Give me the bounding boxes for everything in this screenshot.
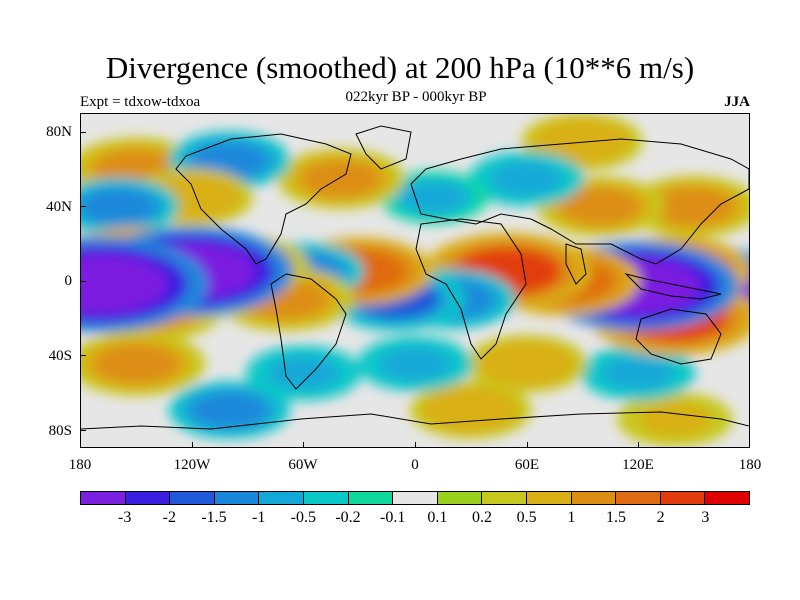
coastline-india <box>565 243 587 285</box>
colorbar-label: -1.5 <box>201 509 227 526</box>
lat-tick <box>80 355 86 356</box>
lat-tick <box>80 281 86 282</box>
map-subtitle: 022kyr BP - 000kyr BP <box>345 89 487 105</box>
coastline-south-america <box>270 273 347 390</box>
colorbar <box>80 491 750 505</box>
colorbar-label: 0.1 <box>427 509 448 526</box>
colorbar-swatch <box>81 492 126 504</box>
colorbar-label: -0.5 <box>290 509 316 526</box>
field-patch <box>191 392 268 428</box>
colorbar-swatch <box>482 492 527 504</box>
coastline-antarctica <box>81 411 749 430</box>
lat-label-40n: 40N <box>46 199 72 215</box>
colorbar-swatch <box>214 492 260 504</box>
colorbar-swatch <box>616 492 661 504</box>
field-patch <box>379 346 451 381</box>
lat-label-80n: 80N <box>46 124 72 140</box>
divergence-field <box>81 114 749 447</box>
field-patch <box>638 402 711 437</box>
field-patch <box>652 187 735 226</box>
lat-label-0: 0 <box>64 273 73 289</box>
colorbar-label: 0.2 <box>472 509 492 526</box>
colorbar-label: -3 <box>117 509 132 526</box>
field-patch <box>81 254 168 315</box>
lon-tick <box>303 442 304 448</box>
colorbar-swatch <box>437 492 483 504</box>
lon-label-120w: 120W <box>173 457 211 473</box>
field-patch <box>81 188 157 225</box>
colorbar-swatch <box>259 492 304 504</box>
lat-tick <box>80 430 86 431</box>
colorbar-swatch <box>660 492 706 504</box>
lat-tick <box>80 132 86 133</box>
season-label: JJA <box>724 94 750 110</box>
lon-tick <box>527 442 528 448</box>
field-patch <box>267 355 340 391</box>
lat-tick <box>80 206 86 207</box>
lat-label-40s: 40S <box>48 348 72 364</box>
lon-label-0: 0 <box>411 457 419 473</box>
colorbar-swatch <box>303 492 349 504</box>
lon-label-60w: 60W <box>288 457 318 473</box>
lat-label-80s: 80S <box>48 423 72 439</box>
colorbar-label: 0.5 <box>516 509 537 526</box>
coastline-maritime-continent <box>624 273 722 300</box>
field-patch <box>191 142 268 179</box>
coastline-north-america <box>175 133 352 265</box>
experiment-label: Expt = tdxow-tdxoa <box>80 94 201 110</box>
lon-tick <box>415 442 416 448</box>
lon-label-60e: 60E <box>514 457 540 473</box>
field-patch <box>300 159 381 198</box>
colorbar-label: -1 <box>251 509 266 526</box>
colorbar-label: -0.1 <box>379 509 406 526</box>
lon-tick <box>192 442 193 448</box>
field-patch <box>399 180 468 214</box>
lon-label-180e: 180 <box>738 457 762 473</box>
field-patch <box>601 355 674 391</box>
colorbar-label: 2 <box>656 509 665 526</box>
colorbar-swatch <box>170 492 215 504</box>
colorbar-swatch <box>348 492 394 504</box>
colorbar-label: -0.2 <box>335 509 361 526</box>
map-panel <box>80 113 750 448</box>
coastline-greenland <box>355 125 412 170</box>
field-patch <box>560 187 641 226</box>
field-patch <box>490 161 563 196</box>
colorbar-swatch <box>705 492 749 504</box>
coastline-africa <box>415 218 527 360</box>
colorbar-label: -2 <box>162 509 176 526</box>
map-title: Divergence (smoothed) at 200 hPa (10**6 … <box>105 50 695 85</box>
colorbar-label: 3 <box>701 509 710 526</box>
colorbar-label: 1 <box>567 509 576 526</box>
lon-label-180w: 180 <box>68 457 92 473</box>
lon-label-120e: 120E <box>622 457 654 473</box>
field-patch <box>488 345 565 382</box>
colorbar-swatch <box>125 492 171 504</box>
lon-tick <box>638 442 639 448</box>
colorbar-swatch <box>526 492 572 504</box>
colorbar-swatch <box>571 492 617 504</box>
field-patch <box>93 343 180 384</box>
field-patch <box>432 392 509 428</box>
coastline-australia <box>635 308 722 365</box>
colorbar-label: 1.5 <box>606 509 626 526</box>
coastline-europe-asia <box>410 138 749 265</box>
colorbar-swatch <box>393 492 438 504</box>
